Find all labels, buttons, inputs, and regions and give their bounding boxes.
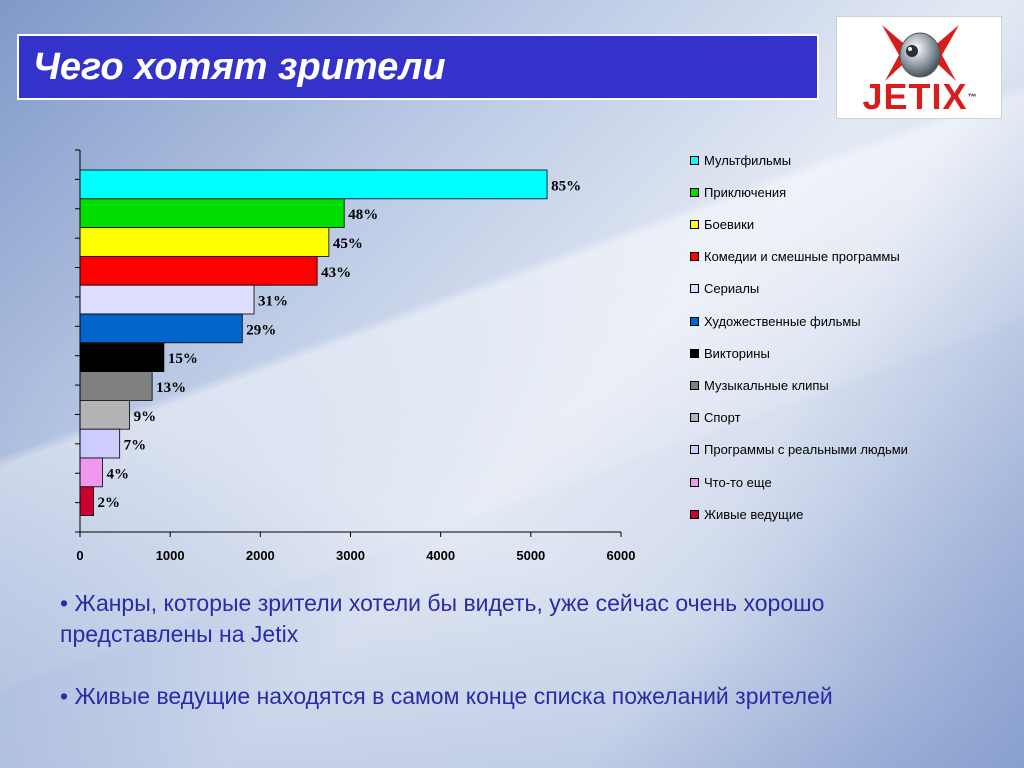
axes-group: 0 1000 2000 3000 4000 5000 6000 (75, 149, 636, 563)
bar-5 (79, 284, 255, 315)
bullet-list: • Жанры, которые зрители хотели бы видет… (60, 588, 960, 743)
bar-7 (79, 342, 165, 372)
data-label-3: 45% (333, 236, 363, 252)
legend-item-2: Приключения (690, 182, 786, 202)
legend-item-10: Программы с реальными людьми (690, 440, 908, 460)
data-label-10: 7% (124, 438, 147, 454)
slide-title: Чего хотят зрители (33, 46, 446, 88)
legend-label-11: Что-то еще (704, 474, 772, 490)
legend-item-5: Сериалы (690, 279, 759, 299)
bar-12 (79, 486, 94, 516)
legend-label-4: Комедии и смешные программы (704, 249, 900, 265)
x-tick-label-2: 2000 (246, 548, 275, 563)
data-label-2: 48% (348, 207, 378, 223)
legend-label-5: Сериалы (704, 281, 760, 297)
legend-label-6: Художественные фильмы (704, 313, 861, 329)
legend-swatch-1 (690, 155, 699, 165)
logo-wordmark: JETIX™ (843, 79, 997, 115)
x-tick-label-1: 1000 (156, 548, 185, 563)
data-label-4: 43% (321, 265, 351, 281)
data-label-12: 2% (98, 495, 121, 511)
bar-10 (79, 428, 121, 459)
bar-11 (79, 457, 103, 488)
bar-2 (79, 198, 345, 229)
jetix-emblem-icon (882, 25, 959, 81)
bar-group (79, 169, 548, 516)
legend-swatch-10 (690, 445, 699, 455)
legend-label-1: Мультфильмы (704, 152, 792, 168)
x-tick-label-0: 0 (76, 548, 83, 563)
data-label-1: 85% (551, 178, 581, 194)
x-tick-label-5: 5000 (516, 548, 545, 563)
legend-swatch-4 (690, 252, 699, 262)
jetix-logo: JETIX™ (836, 16, 1002, 119)
legend-item-9: Спорт (690, 408, 741, 428)
bullet-live-hosts: • Живые ведущие находятся в самом конце … (60, 683, 833, 709)
legend-label-10: Программы с реальными людьми (704, 442, 908, 458)
data-label-7: 15% (168, 351, 198, 367)
legend-swatch-2 (690, 187, 699, 197)
legend-label-7: Викторины (704, 345, 770, 361)
bullet-genres: • Жанры, которые зрители хотели бы видет… (60, 590, 825, 647)
legend-label-12: Живые ведущие (704, 506, 804, 522)
legend-swatch-3 (690, 219, 699, 229)
legend-swatch-9 (690, 413, 699, 423)
legend-item-3: Боевики (690, 214, 754, 234)
legend-swatch-7 (690, 348, 699, 358)
legend-item-12: Живые ведущие (690, 504, 803, 524)
legend-item-1: Мультфильмы (690, 150, 791, 170)
legend-swatch-6 (690, 316, 699, 326)
legend-swatch-5 (690, 284, 699, 294)
data-label-11: 4% (107, 466, 129, 482)
bar-4 (79, 255, 318, 286)
legend-swatch-11 (690, 477, 699, 487)
bar-1 (79, 169, 548, 200)
legend-item-6: Художественные фильмы (690, 311, 861, 331)
legend-label-3: Боевики (704, 216, 755, 232)
legend-item-7: Викторины (690, 343, 770, 363)
bar-chart: 85% 48% 45% 43% 31% 29% 15% 13% 9% 7% 4% 2% 0 1000 20… (75, 149, 636, 563)
bar-9 (79, 399, 130, 430)
legend-label-9: Спорт (704, 410, 741, 426)
bar-8 (79, 371, 153, 401)
legend-item-4: Комедии и смешные программы (690, 247, 900, 267)
legend-label-2: Приключения (704, 184, 787, 200)
legend-item-11: Что-то еще (690, 472, 772, 492)
data-label-5: 31% (258, 294, 288, 310)
bar-6 (79, 313, 243, 344)
legend-swatch-8 (690, 380, 699, 390)
data-label-8: 13% (156, 380, 186, 396)
legend-item-8: Музыкальные клипы (690, 375, 829, 395)
bar-3 (79, 227, 330, 257)
x-tick-label-4: 4000 (426, 548, 455, 563)
data-label-9: 9% (134, 409, 157, 425)
x-tick-label-6: 6000 (607, 548, 636, 563)
data-label-group: 85% 48% 45% 43% 31% 29% 15% 13% 9% 7% 4% 2% (98, 178, 582, 511)
legend-swatch-12 (690, 509, 699, 519)
data-label-6: 29% (246, 322, 276, 338)
logo-wordmark-text: JETIX (862, 76, 968, 117)
title-bar: Чего хотят зрители (17, 34, 819, 100)
logo-trademark: ™ (967, 92, 978, 102)
x-tick-label-3: 3000 (336, 548, 365, 563)
legend-label-8: Музыкальные клипы (704, 377, 829, 393)
